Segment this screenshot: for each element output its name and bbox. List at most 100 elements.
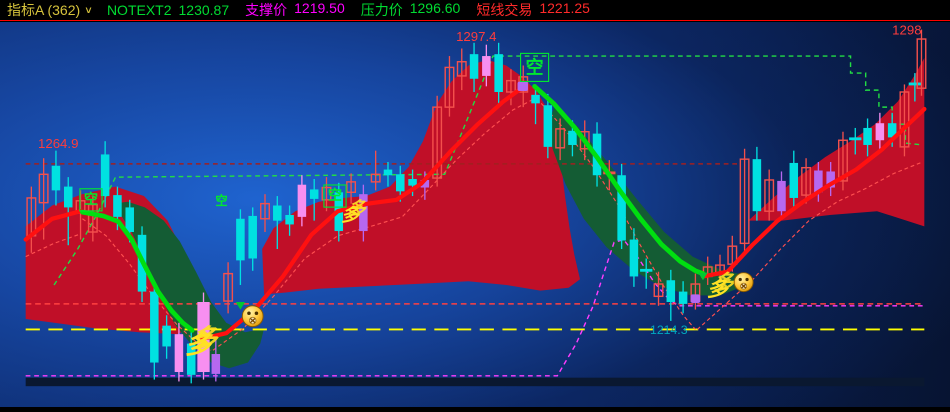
candle[interactable] [456, 48, 467, 91]
dashed-line-envelope-a [25, 233, 81, 258]
candle-body [285, 214, 294, 225]
candle[interactable] [273, 196, 282, 250]
candle[interactable] [359, 184, 368, 242]
signal-box [520, 52, 550, 82]
candle[interactable] [383, 162, 393, 187]
emoji-eye [254, 311, 259, 316]
violet-signal-blob [690, 294, 701, 303]
header-field-notext2: NOTEXT2 1230.87 [106, 2, 230, 18]
candle-body [777, 180, 786, 212]
candle-doji-bar [640, 268, 653, 272]
green-down-triangle-icon [698, 272, 708, 281]
candle[interactable] [248, 207, 257, 271]
candle[interactable] [826, 162, 835, 197]
candle-body-hollow [346, 181, 357, 193]
indicator-selector[interactable]: 指标A (362) ∨ [7, 0, 93, 20]
candle[interactable] [51, 150, 61, 206]
candle-body [309, 189, 319, 199]
long-signal: 多多 [341, 198, 368, 225]
candle[interactable] [555, 118, 566, 161]
header-field-shortline: 短线交易 1221.25 [476, 0, 590, 18]
dropdown-chevron-icon: ∨ [84, 4, 93, 16]
candle[interactable] [432, 95, 443, 187]
candle[interactable] [494, 42, 503, 104]
candle[interactable] [162, 315, 171, 359]
candle[interactable] [629, 228, 639, 287]
candle[interactable] [764, 169, 775, 221]
emoji-face [733, 272, 754, 293]
candle-body-hollow [223, 272, 234, 302]
candle[interactable] [321, 177, 332, 212]
candle[interactable] [444, 56, 455, 117]
candle[interactable] [617, 163, 626, 250]
candle[interactable] [469, 42, 479, 92]
candle[interactable] [531, 84, 540, 125]
candle[interactable] [849, 127, 862, 155]
signal-lines-layer [23, 83, 927, 342]
green-signal-line [532, 83, 706, 276]
candle-body-hollow [916, 38, 927, 89]
candle[interactable] [863, 118, 872, 157]
candle-body [113, 195, 122, 217]
red-signal-line [23, 209, 83, 242]
candle[interactable] [505, 69, 516, 106]
candlestick-chart[interactable]: 空空空空多多多多多多 1264.9 1297.4 1298 1214.3 [0, 22, 950, 407]
green-down-triangle-icon [235, 302, 246, 310]
candle-body [531, 94, 540, 104]
green-cloud-left [113, 201, 265, 369]
candle[interactable] [482, 44, 491, 87]
candle[interactable] [653, 271, 664, 306]
candle[interactable] [211, 339, 221, 382]
candle[interactable] [916, 29, 927, 96]
candle[interactable] [223, 262, 234, 314]
candle[interactable] [789, 150, 799, 208]
candle[interactable] [420, 171, 430, 200]
candle[interactable] [543, 93, 553, 159]
candle-body [875, 123, 885, 141]
candle[interactable] [739, 148, 750, 251]
signal-glyph: 多 [341, 205, 361, 225]
candle[interactable] [260, 194, 270, 232]
candle[interactable] [875, 112, 885, 149]
candle-body [63, 186, 73, 208]
candle-body [568, 130, 577, 145]
candle[interactable] [838, 131, 848, 191]
candle[interactable] [640, 258, 653, 289]
candle[interactable] [236, 209, 245, 285]
candle[interactable] [666, 269, 676, 321]
candle[interactable] [285, 205, 294, 236]
candle-body [125, 207, 134, 232]
candle-body [150, 291, 159, 363]
candle[interactable] [63, 177, 73, 246]
candle[interactable] [309, 179, 319, 221]
candle[interactable] [814, 162, 823, 202]
candle[interactable] [174, 322, 184, 382]
candle[interactable] [777, 171, 786, 219]
candle[interactable] [899, 84, 910, 157]
candle-body-hollow [739, 158, 750, 245]
candle-body [887, 123, 897, 138]
dashed-line-envelope-e [696, 161, 923, 330]
candle[interactable] [678, 281, 688, 314]
candle-body-hollow [456, 61, 467, 77]
candle[interactable] [370, 150, 381, 191]
candle[interactable] [150, 283, 159, 380]
candle-body [359, 194, 368, 232]
candle[interactable] [908, 73, 922, 102]
candle[interactable] [100, 141, 110, 208]
signal-box [323, 184, 347, 208]
candle-body [826, 171, 835, 188]
candle[interactable] [752, 146, 762, 221]
candle[interactable] [297, 175, 307, 227]
candle-body-hollow [579, 131, 590, 150]
candle-body-hollow [505, 79, 516, 93]
candle[interactable] [186, 332, 196, 384]
price-label: 1297.4 [456, 29, 496, 44]
price-label: 1264.9 [38, 136, 78, 151]
candle[interactable] [346, 173, 357, 204]
candle-body-hollow [444, 66, 455, 108]
candle-body [273, 205, 282, 221]
candle[interactable] [801, 158, 812, 204]
candle[interactable] [87, 196, 98, 242]
header-field-support: 支撑价 1219.50 [245, 0, 345, 18]
